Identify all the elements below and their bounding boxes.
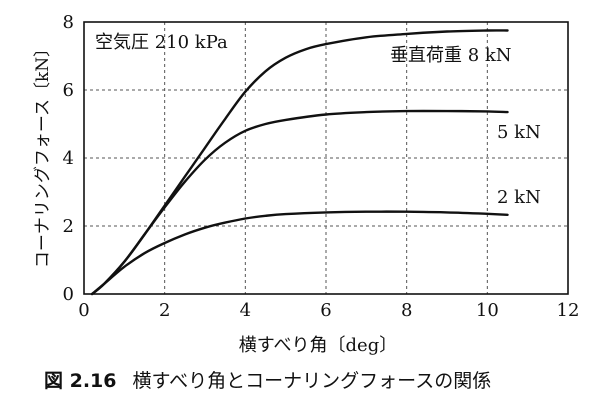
figure-number: 図 2.16 <box>44 370 117 392</box>
x-tick-label: 10 <box>476 300 499 321</box>
y-axis-label: コーナリングフォース〔kN〕 <box>33 40 53 268</box>
x-tick-label: 4 <box>240 300 251 321</box>
y-axis-ticks: 0 2 4 6 8 <box>63 12 74 305</box>
y-tick-label: 6 <box>63 80 74 101</box>
figure-caption-text: 横すべり角とコーナリングフォースの関係 <box>132 370 492 392</box>
series-line-8kn <box>90 29 509 296</box>
series-curves <box>90 29 509 296</box>
series-line-5kn <box>90 109 509 296</box>
annotation-pressure: 空気圧 210 kPa <box>95 32 228 53</box>
series-line-2kn <box>90 210 509 296</box>
y-tick-label: 8 <box>63 12 74 33</box>
x-tick-label: 6 <box>320 300 331 321</box>
y-tick-label: 0 <box>63 284 74 305</box>
x-tick-label: 12 <box>557 300 580 321</box>
series-label-2kn: 2 kN <box>497 187 541 208</box>
figure-caption: 図 2.16 横すべり角とコーナリングフォースの関係 <box>44 366 491 393</box>
plot-frame <box>83 21 569 295</box>
x-axis-label: 横すべり角〔deg〕 <box>239 335 397 356</box>
series-label-8kn: 垂直荷重 8 kN <box>390 45 512 66</box>
y-tick-label: 4 <box>63 148 74 169</box>
x-tick-label: 2 <box>159 300 170 321</box>
gridlines <box>84 22 568 294</box>
series-label-5kn: 5 kN <box>497 122 541 143</box>
x-tick-label: 8 <box>401 300 412 321</box>
x-tick-label: 0 <box>78 300 89 321</box>
y-tick-label: 2 <box>63 216 74 237</box>
x-axis-ticks: 0 2 4 6 8 10 12 <box>78 300 579 321</box>
